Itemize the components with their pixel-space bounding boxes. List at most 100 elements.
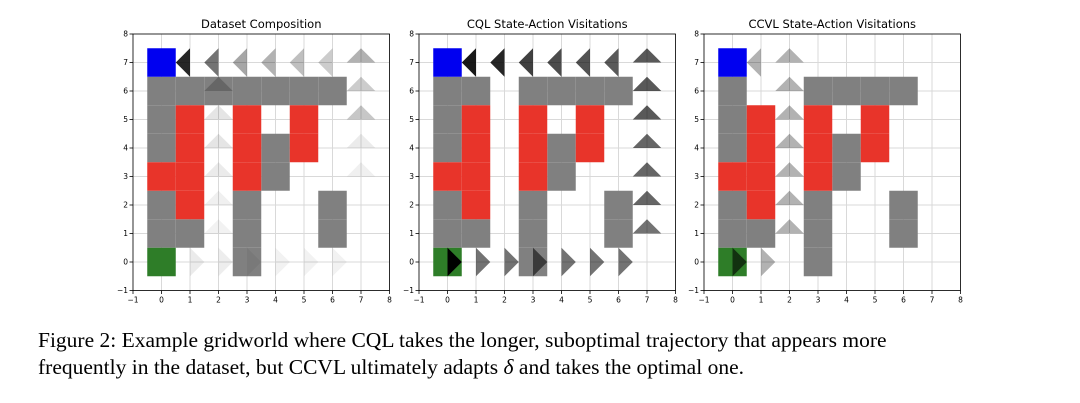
x-tick-label: 1 [188,296,193,305]
y-tick-label: 2 [123,201,128,210]
wall-cell [518,190,548,220]
x-tick-label: 4 [273,296,278,305]
y-tick-label: 8 [694,30,699,39]
lava-cell [175,105,205,134]
chart-panel-1: −1 0 1 2 3 4 5 6 7 8 −1 0 1 2 3 4 5 6 7 8 Dataset Compositio… [117,17,392,305]
visit-arrow [775,190,804,205]
lava-cell [803,133,833,163]
y-tick-label: 7 [409,58,414,67]
visit-arrow [575,48,590,77]
figure-caption: Figure 2: Example gridworld where CQL ta… [38,327,1068,381]
visit-arrow [289,48,304,77]
visit-arrow [746,48,761,77]
lava-cell [518,133,548,163]
visit-arrow [632,162,662,177]
visit-arrow [461,48,476,77]
visit-arrow [632,190,662,205]
wall-cell [261,76,290,106]
visit-arrow [346,105,376,120]
visit-arrow [632,48,662,63]
x-tick-label: 7 [645,296,650,305]
wall-cell [518,219,548,248]
y-tick-label: 4 [123,144,128,153]
lava-cell [289,105,319,134]
axes-frame [132,33,390,291]
wall-cell [860,76,890,106]
visit-arrow [346,133,376,148]
lava-cell [232,133,262,163]
x-tick-label: 6 [330,296,335,305]
lava-cell [575,133,605,163]
x-tick-label: −1 [698,296,709,305]
wall-cell [575,76,605,106]
wall-cell [147,76,176,106]
wall-cell [718,219,747,248]
wall-cell [175,219,205,248]
figure: −1 0 1 2 3 4 5 6 7 8 −1 0 1 2 3 4 5 6 7 8 Dataset Compositio… [117,17,963,305]
y-tick-label: 8 [123,30,128,39]
chart-panel-3: −1 0 1 2 3 4 5 6 7 8 −1 0 1 2 3 4 5 6 7 8 CCVL State-Action … [688,17,963,305]
visit-arrow [204,162,233,177]
wall-cell [232,219,262,248]
wall-cell [889,219,918,248]
start-cell [433,48,462,77]
x-tick-label: 8 [387,296,392,305]
wall-cell [433,105,462,134]
visit-arrow [346,48,376,63]
lava-cell [433,162,462,191]
visit-arrow [604,48,619,77]
figure-svg: −1 0 1 2 3 4 5 6 7 8 −1 0 1 2 3 4 5 6 7 8 Dataset Compositio… [117,17,963,305]
wall-cell [318,76,347,106]
wall-cell [889,190,918,220]
visit-arrow [175,48,190,77]
visit-arrow [632,219,662,234]
y-tick-label: 4 [694,144,699,153]
y-tick-label: 8 [409,30,414,39]
lava-cell [461,105,491,134]
lava-cell [746,162,776,191]
caption-line-2b: and takes the optimal one. [513,355,744,379]
y-tick-label: 3 [694,172,699,181]
visit-arrow [775,162,804,177]
visit-arrow [590,247,605,277]
wall-cell [289,76,319,106]
wall-cell [204,76,233,106]
wall-cell [318,219,347,248]
visit-arrow [561,247,576,277]
visit-arrow [232,48,247,77]
wall-cell [433,219,462,248]
caption-line-1: Figure 2: Example gridworld where CQL ta… [38,328,887,352]
y-tick-label: 0 [123,258,128,267]
lava-cell [718,162,747,191]
start-cell [147,48,176,77]
chart-title: CCVL State-Action Visitations [748,17,916,31]
wall-cell [175,76,205,106]
y-tick-label: −1 [117,286,128,295]
wall-cell [718,105,747,134]
visit-arrow [732,247,747,277]
start-cell [718,48,747,77]
caption-delta: δ [503,355,514,379]
y-tick-label: 4 [409,144,414,153]
x-tick-label: 0 [445,296,450,305]
y-tick-label: 0 [694,258,699,267]
x-tick-label: 2 [216,296,221,305]
y-tick-label: 0 [409,258,414,267]
y-tick-label: 6 [123,87,128,96]
x-tick-label: 6 [616,296,621,305]
visit-arrow [632,133,662,148]
visit-arrow [632,76,662,91]
wall-cell [147,219,176,248]
y-tick-label: 3 [409,172,414,181]
x-tick-label: 5 [873,296,878,305]
visit-arrow [204,133,233,148]
visit-arrow [775,105,804,120]
visit-arrow [547,48,562,77]
goal-cell [147,247,176,277]
visit-arrow [518,48,533,77]
visit-arrow [775,133,804,148]
wall-cell [433,76,462,106]
wall-cell [518,76,548,106]
lava-cell [746,190,776,220]
wall-cell [547,76,576,106]
